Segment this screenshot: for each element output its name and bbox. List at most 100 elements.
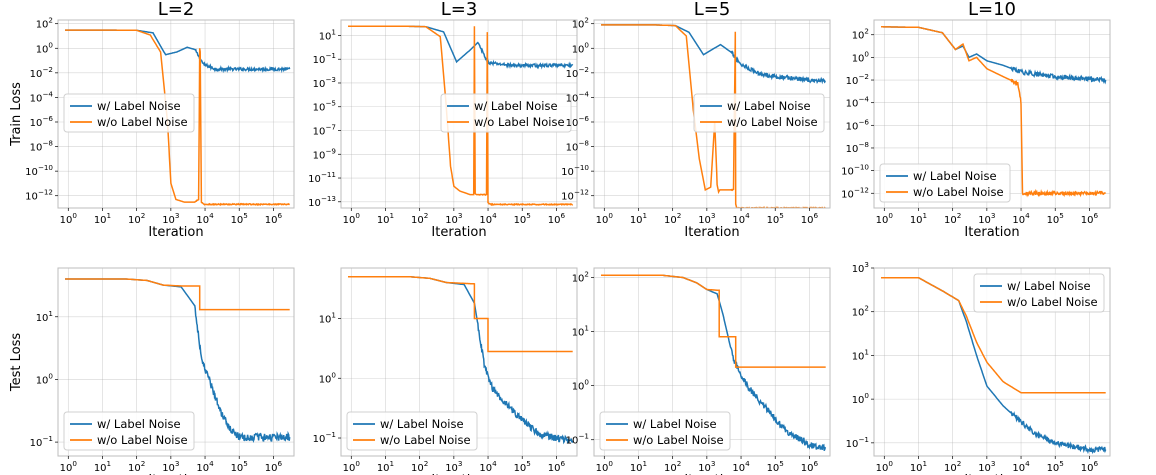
y-tick-label: 10−4 xyxy=(566,89,590,104)
legend-entry-label: w/ Label Noise xyxy=(1007,279,1091,293)
legend: w/ Label Noise w/o Label Noise xyxy=(63,93,195,133)
y-tick-label: 101 xyxy=(319,27,336,42)
y-tick-label: 10−5 xyxy=(313,99,336,114)
y-tick-label: 10−13 xyxy=(308,194,336,209)
x-axis-label: Iteration xyxy=(684,225,739,240)
x-tick-label: 100 xyxy=(596,459,614,474)
plot-frame xyxy=(340,267,578,457)
chart-panel: 100 101 102 103 104 105 106 102 101 100 10−1 Iterat… xyxy=(566,267,831,475)
y-tick-label: 101 xyxy=(572,324,589,339)
y-tick-label: 10−6 xyxy=(846,117,870,132)
series-line-without-label-noise xyxy=(65,29,290,207)
legend: w/ Label Noise w/o Label Noise xyxy=(440,93,572,133)
y-tick-label: 10−4 xyxy=(846,95,870,110)
x-tick-label: 106 xyxy=(1081,211,1099,226)
series-line-without-label-noise xyxy=(65,278,290,311)
legend-entry-label: w/ Label Noise xyxy=(380,417,464,431)
y-tick-label: 100 xyxy=(36,371,54,386)
x-axis-label: Iteration xyxy=(148,225,203,240)
y-tick-label: 100 xyxy=(319,370,337,385)
x-tick-label: 103 xyxy=(978,459,995,474)
x-tick-label: 105 xyxy=(767,211,784,226)
x-tick-label: 100 xyxy=(60,211,78,226)
chart-panel: 100 101 102 103 104 105 106 102 100 10−2 10−4 10−6 1… xyxy=(841,0,1111,240)
x-tick-label: 101 xyxy=(910,459,927,474)
x-tick-label: 100 xyxy=(876,211,894,226)
panel-title: L=2 xyxy=(158,0,195,20)
series-line-without-label-noise xyxy=(601,274,826,368)
chart-panel: 100 101 102 103 104 105 106 103 102 101 100 10−1 Ite… xyxy=(846,260,1111,475)
legend-box xyxy=(346,411,478,451)
y-tick-label: 10−2 xyxy=(846,72,869,87)
plot-frame xyxy=(873,267,1111,457)
legend-box xyxy=(440,93,572,133)
x-tick-label: 104 xyxy=(1012,459,1030,474)
legend: w/ Label Noise w/o Label Noise xyxy=(973,273,1105,313)
y-tick-label: 101 xyxy=(36,309,53,324)
x-tick-label: 106 xyxy=(548,211,566,226)
legend-box xyxy=(879,163,1011,203)
x-tick-label: 101 xyxy=(377,459,394,474)
x-tick-label: 103 xyxy=(978,211,995,226)
x-tick-label: 103 xyxy=(162,211,179,226)
y-tick-label: 10−10 xyxy=(25,163,53,178)
y-tick-label: 103 xyxy=(852,260,869,275)
x-tick-label: 100 xyxy=(876,459,894,474)
legend-entry-label: w/o Label Noise xyxy=(380,433,471,447)
legend: w/ Label Noise w/o Label Noise xyxy=(879,163,1011,203)
y-tick-label: 100 xyxy=(36,40,54,55)
x-tick-label: 102 xyxy=(128,211,145,226)
y-tick-label: 10−2 xyxy=(566,65,589,80)
x-tick-label: 104 xyxy=(479,211,497,226)
x-tick-label: 106 xyxy=(265,211,283,226)
plot-frame xyxy=(873,19,1111,209)
x-axis-label: Iteration xyxy=(684,473,739,475)
y-tick-label: 102 xyxy=(852,27,869,42)
y-tick-label: 10−8 xyxy=(846,140,870,155)
x-tick-label: 102 xyxy=(411,211,428,226)
y-tick-label: 10−10 xyxy=(561,163,589,178)
y-tick-label: 10−11 xyxy=(308,170,336,185)
x-tick-label: 102 xyxy=(664,459,681,474)
x-axis-label: Iteration xyxy=(964,473,1019,475)
plot-frame xyxy=(593,19,831,209)
legend-box xyxy=(599,411,731,451)
x-tick-label: 101 xyxy=(630,459,647,474)
series-line-with-label-noise xyxy=(601,24,826,85)
y-tick-label: 10−12 xyxy=(841,185,869,200)
y-axis-label: Test Loss xyxy=(9,333,24,392)
y-tick-label: 10−3 xyxy=(313,75,336,90)
chart-panel: 100 101 102 103 104 105 106 101 10−1 10−3 10−5 10−7… xyxy=(308,0,578,240)
x-tick-label: 104 xyxy=(732,211,750,226)
series-line-without-label-noise xyxy=(348,275,573,353)
x-tick-label: 105 xyxy=(231,459,248,474)
y-tick-label: 102 xyxy=(36,16,53,31)
y-tick-label: 100 xyxy=(852,49,870,64)
x-tick-label: 104 xyxy=(196,211,214,226)
y-tick-label: 10−4 xyxy=(30,89,54,104)
legend: w/ Label Noise w/o Label Noise xyxy=(346,411,478,451)
legend-entry-label: w/o Label Noise xyxy=(633,433,724,447)
y-tick-label: 10−1 xyxy=(313,430,336,445)
y-tick-label: 101 xyxy=(852,347,869,362)
series-line-with-label-noise xyxy=(881,26,1107,85)
legend-entry-label: w/o Label Noise xyxy=(727,115,818,129)
y-tick-label: 102 xyxy=(572,270,589,285)
y-tick-label: 10−7 xyxy=(313,123,336,138)
y-tick-label: 102 xyxy=(572,16,589,31)
x-tick-label: 105 xyxy=(1047,211,1064,226)
x-tick-label: 101 xyxy=(910,211,927,226)
x-tick-label: 105 xyxy=(1047,459,1064,474)
y-tick-label: 10−9 xyxy=(313,146,337,161)
x-axis-label: Iteration xyxy=(148,473,203,475)
legend-entry-label: w/o Label Noise xyxy=(97,433,188,447)
x-tick-label: 101 xyxy=(94,211,111,226)
panel-title: L=10 xyxy=(968,0,1016,20)
y-tick-label: 10−2 xyxy=(30,65,53,80)
y-tick-label: 101 xyxy=(319,310,336,325)
legend-entry-label: w/ Label Noise xyxy=(97,417,181,431)
x-tick-label: 104 xyxy=(479,459,497,474)
panel-title: L=3 xyxy=(441,0,478,20)
panel-title: L=5 xyxy=(694,0,731,20)
legend: w/ Label Noise w/o Label Noise xyxy=(63,411,195,451)
